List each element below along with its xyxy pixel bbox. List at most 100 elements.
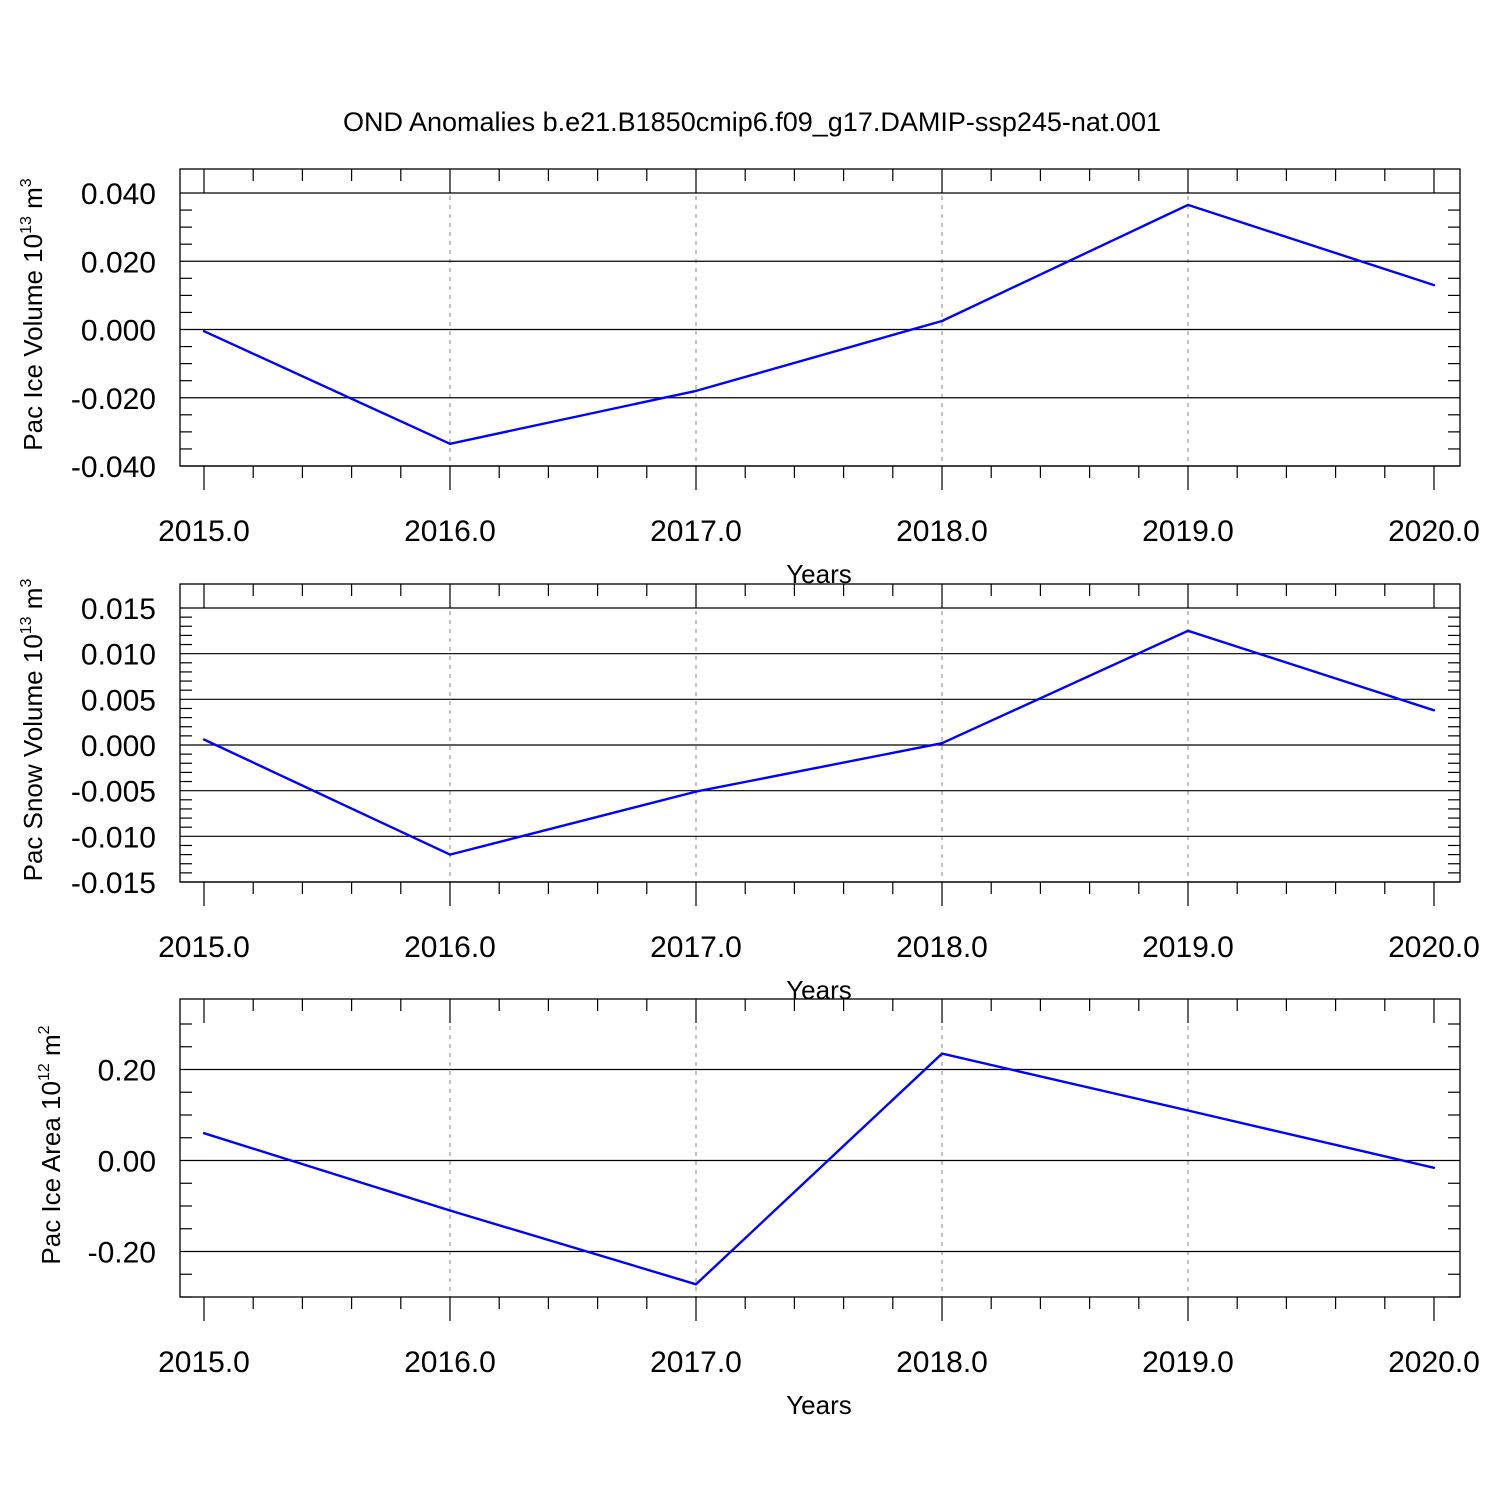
y-axis-name: Pac Ice Volume: [18, 270, 48, 451]
data-point: [1432, 283, 1436, 287]
x-tick-label: 2016.0: [404, 931, 496, 964]
data-point: [694, 1283, 698, 1286]
plot-frame: [179, 583, 1461, 883]
y-tick-label: 0.040: [81, 178, 156, 211]
x-tick-label: 2016.0: [404, 1346, 496, 1379]
x-tick-label: 2020.0: [1388, 1346, 1480, 1379]
y-tick-label: 0.000: [81, 730, 156, 763]
y-tick-label: -0.020: [71, 383, 156, 416]
y-tick-label: 0.010: [81, 639, 156, 672]
y-axis-unit-power: 3: [18, 579, 35, 588]
y-axis-unit-exponent: 13: [18, 616, 35, 634]
data-point: [694, 389, 698, 393]
y-tick-label: 0.020: [81, 246, 156, 279]
plot-frame: [179, 998, 1461, 1298]
y-axis-title: Pac Ice Volume 1013 m3: [18, 178, 48, 451]
data-point: [1186, 629, 1190, 633]
y-axis-unit: m: [18, 187, 48, 209]
x-tick-label: 2017.0: [650, 1346, 742, 1379]
x-axis-title: Years: [786, 1390, 852, 1420]
x-tick-label: 2015.0: [158, 931, 250, 964]
data-point: [940, 741, 944, 745]
y-axis-unit-power: 3: [18, 178, 35, 187]
x-tick-label: 2016.0: [404, 515, 496, 548]
y-tick-label: -0.015: [71, 867, 156, 900]
x-tick-labels: 2015.0 2016.0 2017.0 2018.0 2019.0 2020.0: [158, 515, 1480, 548]
axis-ticks: [180, 169, 1460, 490]
y-axis-name: Pac Snow Volume: [18, 670, 48, 881]
data-point: [1432, 709, 1436, 712]
y-tick-label: -0.040: [71, 451, 156, 484]
y-axis-unit-base: 10: [18, 234, 48, 263]
x-tick-label: 2020.0: [1388, 515, 1480, 548]
y-tick-labels: 0.015 0.010 0.005 0.000 -0.005 -0.010 -0.015: [71, 593, 156, 900]
x-tick-labels: 2015.0 2016.0 2017.0 2018.0 2019.0 2020.0: [158, 1346, 1480, 1379]
data-point: [448, 442, 452, 446]
axis-ticks: [180, 999, 1460, 1321]
panel-ice-volume: 0.040 0.020 0.000 -0.020 -0.040 2015.0 2016.0…: [18, 168, 1480, 589]
y-axis-unit-base: 10: [36, 1081, 66, 1110]
y-tick-label: 0.005: [81, 684, 156, 717]
data-points: [202, 629, 1436, 856]
series-line: [203, 629, 1435, 856]
x-tick-label: 2018.0: [896, 931, 988, 964]
x-tick-label: 2015.0: [158, 515, 250, 548]
data-point: [940, 319, 944, 323]
axis-ticks: [180, 584, 1460, 906]
chart-title: OND Anomalies b.e21.B1850cmip6.f09_g17.D…: [343, 107, 1161, 137]
y-axis-unit-space: [36, 1056, 66, 1063]
y-axis-unit-exponent: 12: [36, 1063, 53, 1081]
data-point: [1186, 1109, 1190, 1112]
y-axis-name: Pac Ice Area: [36, 1117, 66, 1265]
y-axis-title: Pac Snow Volume 1013 m3: [18, 579, 48, 882]
y-axis-unit-exponent: 13: [18, 216, 35, 234]
data-point: [694, 790, 698, 793]
y-axis-unit-space: [18, 209, 48, 216]
plot-frame: [179, 168, 1461, 467]
x-tick-label: 2019.0: [1142, 931, 1234, 964]
panel-ice-area: 0.200.00-0.20 2015.0 2016.0 2017.0 2018.0 20…: [36, 998, 1480, 1420]
y-axis-unit-base: 10: [18, 634, 48, 663]
y-tick-label: -0.010: [71, 821, 156, 854]
data-point: [202, 1132, 206, 1135]
series-line: [203, 1052, 1435, 1286]
x-tick-labels: 2015.0 2016.0 2017.0 2018.0 2019.0 2020.0: [158, 931, 1480, 964]
x-tick-label: 2018.0: [896, 1346, 988, 1379]
data-point: [202, 738, 206, 741]
y-axis-unit-power: 2: [36, 1025, 53, 1034]
y-tick-labels: 0.20 0.00 -0.20: [88, 1055, 156, 1270]
data-point: [1186, 203, 1190, 207]
y-tick-label: 0.00: [98, 1146, 156, 1179]
y-tick-label: -0.20: [88, 1237, 156, 1270]
x-tick-label: 2017.0: [650, 931, 742, 964]
data-point: [202, 330, 206, 333]
x-tick-label: 2018.0: [896, 515, 988, 548]
y-tick-label: 0.20: [98, 1055, 156, 1088]
data-point: [448, 853, 452, 856]
data-point: [448, 1209, 452, 1212]
x-tick-label: 2019.0: [1142, 1346, 1234, 1379]
grid-lines: [449, 169, 1189, 466]
data-point: [940, 1052, 944, 1055]
panel-snow-volume: 0.015 0.010 0.005 0.000 -0.005 -0.010 -0.015 2…: [18, 579, 1480, 1005]
data-points: [202, 1052, 1436, 1286]
x-tick-label: 2017.0: [650, 515, 742, 548]
grid-lines: [449, 999, 1189, 1297]
series-line: [203, 203, 1435, 445]
x-axis-title: Years: [786, 975, 852, 1005]
grid-lines: [449, 584, 1189, 882]
x-tick-label: 2015.0: [158, 1346, 250, 1379]
y-tick-labels: 0.040 0.020 0.000 -0.020 -0.040: [71, 178, 156, 484]
y-axis-title: Pac Ice Area 1012 m2: [36, 1025, 66, 1264]
y-tick-label: -0.005: [71, 776, 156, 809]
y-tick-label: 0.000: [81, 315, 156, 348]
y-axis-unit: m: [36, 1034, 66, 1056]
y-axis-unit-space: [18, 609, 48, 616]
x-tick-label: 2019.0: [1142, 515, 1234, 548]
data-point: [1432, 1166, 1436, 1169]
y-tick-label: 0.015: [81, 593, 156, 626]
y-axis-unit: m: [18, 588, 48, 610]
x-tick-label: 2020.0: [1388, 931, 1480, 964]
data-points: [202, 203, 1436, 446]
